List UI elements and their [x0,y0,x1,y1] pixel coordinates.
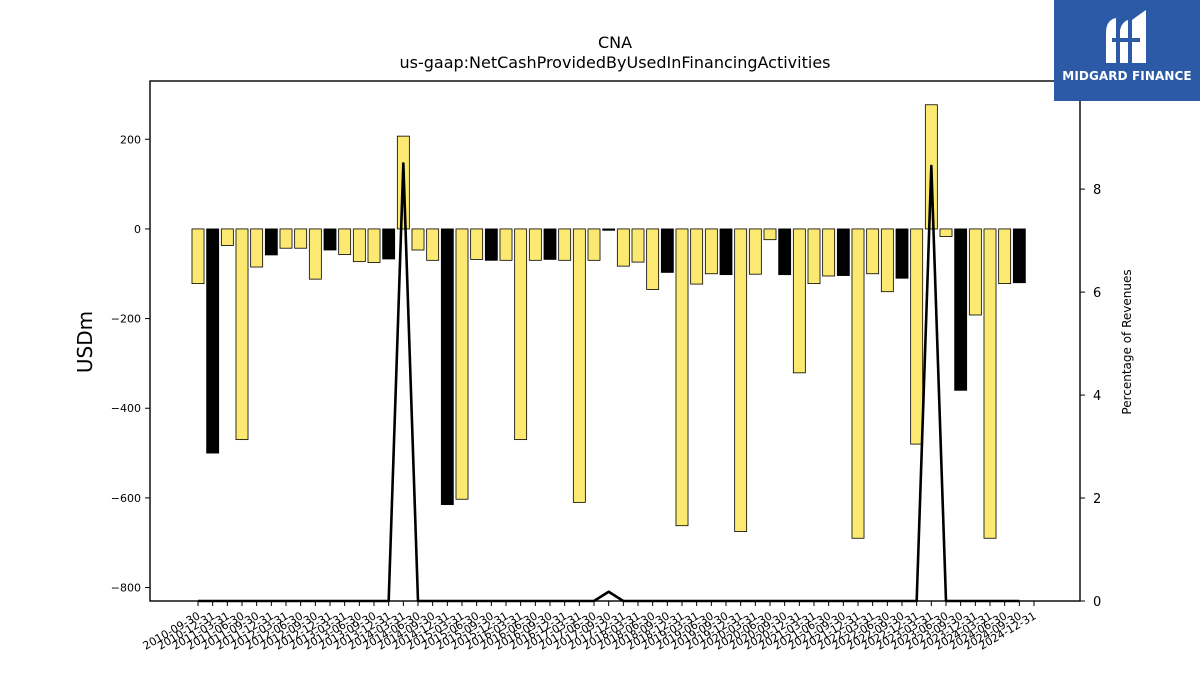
bar [411,228,425,251]
bar [763,228,777,241]
bar [866,228,880,275]
y-tick-label: −800 [111,582,141,595]
bar [939,228,953,237]
y2-tick-label: 0 [1093,595,1101,610]
bars-group [191,104,1026,539]
y2-axis-label: Percentage of Revenues [1120,269,1134,414]
plot-frame [149,80,1081,602]
bar [572,228,586,503]
bar [1012,228,1026,284]
bar [543,228,557,260]
y-tick-label: −600 [111,492,141,505]
bar [778,228,792,276]
y2-tick-label: 8 [1093,183,1101,198]
bar [734,228,748,532]
bar [279,228,293,249]
bar [455,228,469,500]
bar [690,228,704,285]
bar [484,228,498,261]
bar [910,228,924,445]
brand-logo: MIDGARD FINANCE [1054,0,1200,101]
y-tick-label: 0 [134,223,141,236]
bar [499,228,513,261]
y2-tick-label: 6 [1093,286,1101,301]
bar [704,228,718,275]
bar [206,228,220,454]
bar [675,228,689,527]
bar [807,228,821,285]
bar [440,228,454,506]
bar [470,228,484,260]
bar [719,228,733,276]
bar [367,228,381,263]
axes-group: −800−600−400−200020002468102010-09-30201… [111,80,1110,652]
chart-subtitle: us-gaap:NetCashProvidedByUsedInFinancing… [399,53,830,72]
bar [426,228,440,261]
bar [323,228,337,251]
y-tick-label: 200 [120,133,141,146]
bar [851,228,865,539]
bar [528,228,542,261]
bar [352,228,366,263]
y-tick-label: −200 [111,313,141,326]
bar [998,228,1012,285]
bar [895,228,909,279]
bar [191,228,205,285]
chart-title: CNA [598,33,632,52]
y-tick-label: −400 [111,402,141,415]
bar [250,228,264,268]
brand-name: MIDGARD FINANCE [1062,69,1192,83]
bar [983,228,997,539]
y-axis-label: USDm [73,311,97,373]
bar [631,228,645,263]
midgard-logo-icon [1106,10,1146,63]
y2-tick-label: 4 [1093,389,1101,404]
bar [264,228,278,256]
bar [748,228,762,275]
bar [235,228,249,441]
bar [382,228,396,260]
bar [646,228,660,290]
y2-tick-label: 2 [1093,492,1101,507]
bar [294,228,308,249]
bar [308,228,322,280]
bar [968,228,982,316]
bar [602,228,616,231]
bar [836,228,850,276]
bar [660,228,674,273]
bar [822,228,836,277]
bar [338,228,352,255]
bar [954,228,968,391]
bar [880,228,894,293]
bar [558,228,572,261]
bar [514,228,528,441]
bar [220,228,234,246]
bar [587,228,601,261]
bar [616,228,630,267]
bar [792,228,806,374]
